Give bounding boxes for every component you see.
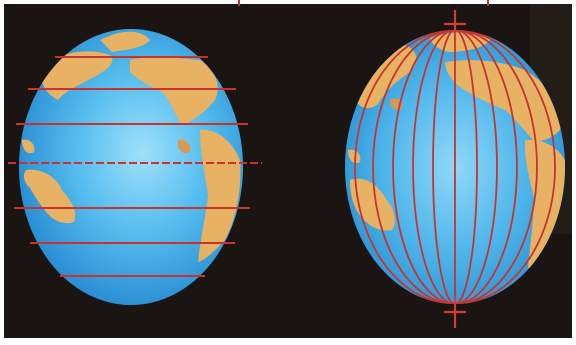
right-globe [345, 10, 565, 328]
top-ticks [238, 0, 489, 6]
axis-marks [444, 10, 466, 328]
left-globe [8, 29, 262, 305]
latitude-lines [8, 56, 262, 277]
longitude-lines [354, 30, 556, 304]
